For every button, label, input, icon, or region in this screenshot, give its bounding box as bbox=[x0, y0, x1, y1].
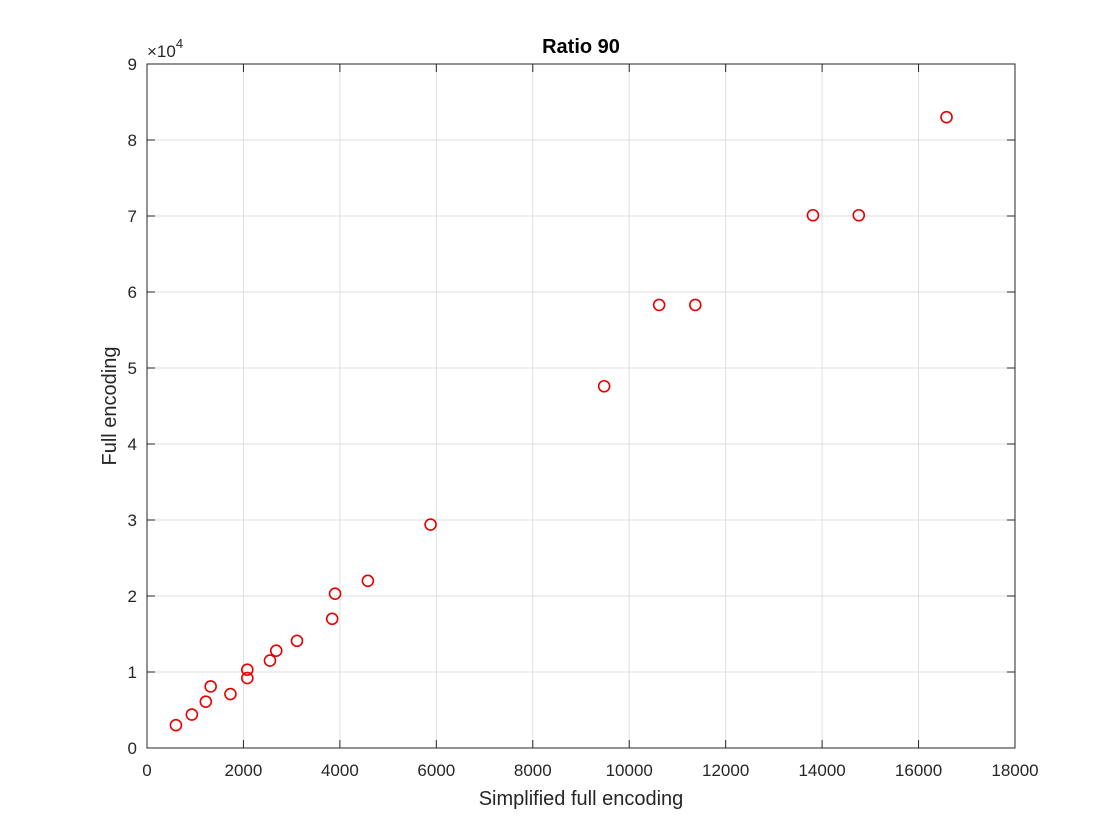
x-tick-label: 6000 bbox=[417, 761, 455, 780]
data-point bbox=[424, 518, 437, 531]
data-point bbox=[269, 644, 283, 658]
x-tick-label: 8000 bbox=[514, 761, 552, 780]
x-tick-label: 10000 bbox=[606, 761, 653, 780]
data-point bbox=[852, 208, 866, 222]
data-point bbox=[652, 298, 666, 312]
y-tick-labels: 0 1 2 3 4 5 6 7 8 9 bbox=[128, 55, 137, 758]
x-tick-label: 4000 bbox=[321, 761, 359, 780]
data-point bbox=[940, 110, 953, 124]
y-tick-label: 7 bbox=[128, 207, 137, 226]
x-axis-label: Simplified full encoding bbox=[479, 788, 684, 810]
y-exponent-label: ×104 bbox=[147, 36, 183, 61]
y-axis-label: Full encoding bbox=[99, 347, 121, 466]
data-point bbox=[806, 208, 820, 222]
data-point bbox=[328, 587, 342, 601]
y-tick-label: 1 bbox=[128, 663, 137, 682]
data-point bbox=[169, 718, 183, 732]
data-point bbox=[263, 654, 277, 667]
data-point bbox=[199, 695, 213, 708]
y-tick-label: 0 bbox=[128, 739, 137, 758]
y-tick-label: 2 bbox=[128, 587, 137, 606]
data-point bbox=[224, 687, 237, 701]
tick-marks bbox=[146, 63, 1016, 749]
data-point bbox=[241, 663, 254, 677]
y-tick-label: 6 bbox=[128, 283, 137, 302]
chart-title: Ratio 90 bbox=[542, 36, 620, 58]
y-tick-label: 5 bbox=[128, 359, 137, 378]
y-tick-label: 3 bbox=[128, 511, 137, 530]
data-point bbox=[204, 680, 217, 693]
y-exponent-base: ×10 bbox=[147, 42, 176, 61]
data-point bbox=[185, 708, 199, 721]
y-exponent-power: 4 bbox=[176, 36, 183, 51]
data-points bbox=[169, 110, 953, 732]
x-tick-label: 18000 bbox=[991, 761, 1038, 780]
plot-background bbox=[147, 64, 1015, 748]
y-tick-label: 8 bbox=[128, 131, 137, 150]
data-point bbox=[597, 379, 611, 393]
data-point bbox=[688, 298, 702, 312]
x-tick-label: 14000 bbox=[798, 761, 845, 780]
x-tick-label: 12000 bbox=[702, 761, 749, 780]
y-tick-label: 9 bbox=[128, 55, 137, 74]
data-point bbox=[290, 634, 304, 648]
data-point bbox=[241, 671, 254, 685]
y-tick-label: 4 bbox=[128, 435, 137, 454]
x-tick-labels: 0 2000 4000 6000 8000 10000 12000 14000 16000 180… bbox=[142, 761, 1038, 780]
data-point bbox=[361, 574, 375, 588]
data-point bbox=[325, 612, 339, 626]
x-tick-label: 0 bbox=[142, 761, 151, 780]
x-tick-label: 2000 bbox=[225, 761, 263, 780]
x-tick-label: 16000 bbox=[895, 761, 942, 780]
plot-frame bbox=[146, 63, 1016, 749]
